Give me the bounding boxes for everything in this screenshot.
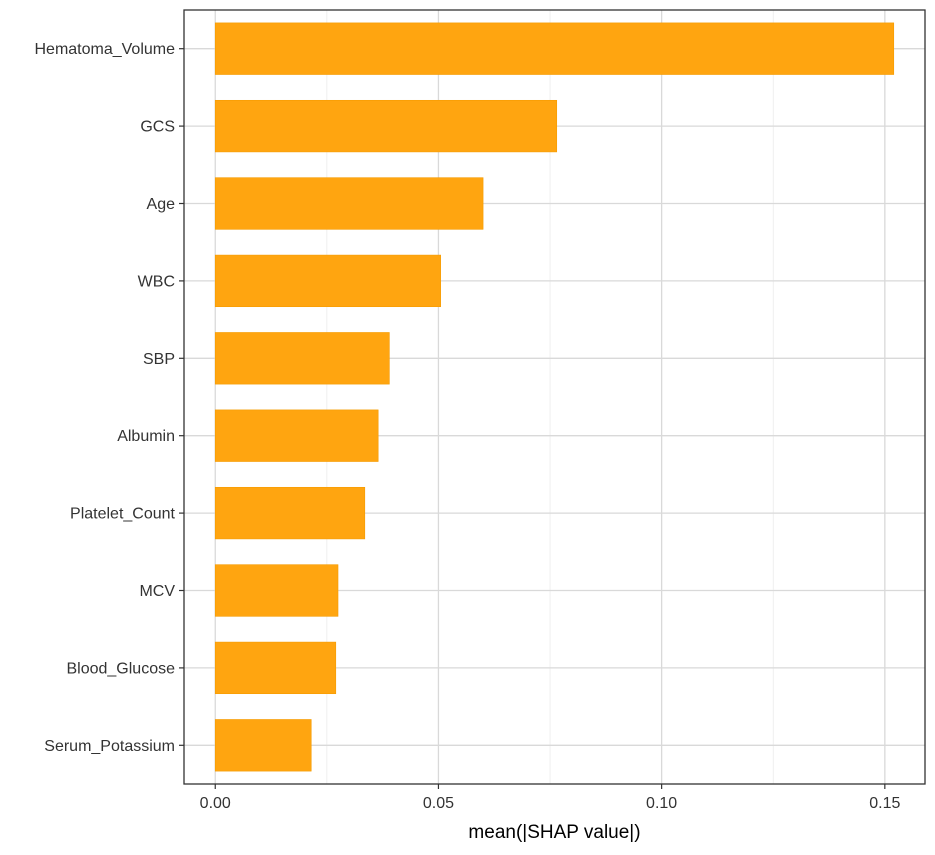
x-tick-label: 0.15 [869,795,900,812]
y-tick-label: GCS [140,119,175,136]
y-tick-label: SBP [143,351,175,368]
x-axis: 0.00 0.05 0.10 0.15 [200,784,900,812]
y-tick-label: Platelet_Count [70,506,176,523]
plot-panel-border [183,9,926,785]
bars [214,22,895,772]
bar-age [214,177,484,230]
x-tick-label: 0.05 [423,795,454,812]
bar-albumin [214,409,379,462]
y-tick-label: Albumin [117,428,175,445]
bar-serum-potassium [214,719,312,772]
y-tick-label: WBC [138,273,175,290]
y-tick-label: Blood_Glucose [66,660,175,677]
bar-sbp [214,332,390,385]
bar-platelet-count [214,486,366,540]
y-tick-label: MCV [139,583,175,600]
bar-hematoma-volume [214,22,895,75]
bar-mcv [214,564,339,617]
x-tick-label: 0.00 [200,795,231,812]
y-tick-label: Hematoma_Volume [34,41,175,58]
y-axis: Hematoma_Volume GCS Age WBC SBP Albumin Platel… [34,41,184,755]
y-tick-label: Serum_Potassium [44,738,175,755]
x-tick-label: 0.10 [646,795,677,812]
y-tick-label: Age [147,196,176,213]
bar-gcs [214,99,558,153]
bar-wbc [214,254,441,308]
x-axis-title: mean(|SHAP value|) [468,822,640,843]
bar-blood-glucose [214,641,337,695]
